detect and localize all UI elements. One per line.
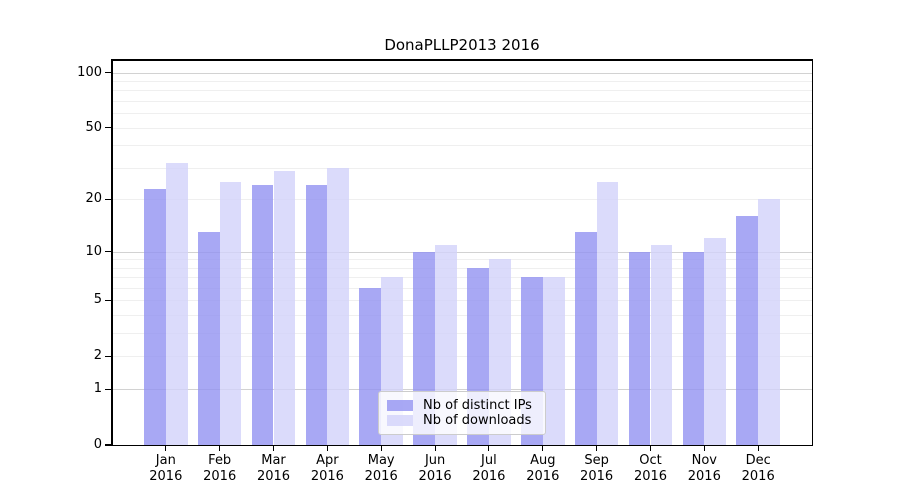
bar-downloads — [758, 199, 780, 445]
minor-gridline — [112, 300, 812, 302]
bar-distinct-ips — [682, 251, 705, 445]
x-tick-label: Mar 2016 — [256, 453, 291, 484]
x-tick-label: Jul 2016 — [472, 453, 506, 484]
x-tick-mark — [434, 446, 436, 451]
axis-spine-right — [811, 59, 813, 446]
x-tick-mark — [326, 446, 328, 451]
bar-downloads — [165, 162, 188, 445]
y-tick-label: 0 — [93, 437, 102, 452]
x-tick-mark — [165, 446, 167, 451]
x-tick-mark — [649, 446, 652, 451]
bar-distinct-ips — [574, 232, 597, 445]
bar-distinct-ips — [144, 188, 166, 445]
bar-downloads — [650, 244, 673, 445]
minor-gridline — [112, 145, 812, 147]
bar-distinct-ips — [251, 185, 274, 445]
y-tick-label: 1 — [93, 381, 102, 397]
legend-row-downloads: Nb of downloads — [387, 413, 537, 428]
plot-area: Nb of distinct IPs Nb of downloads — [111, 59, 813, 446]
y-tick-mark — [105, 299, 111, 301]
x-tick-label: Sep 2016 — [580, 453, 614, 484]
bar-downloads — [219, 182, 242, 445]
bar-distinct-ips — [197, 232, 220, 445]
chart-title: DonaPLLP2013 2016 — [384, 36, 540, 54]
y-tick-mark — [105, 444, 111, 446]
minor-gridline — [112, 259, 812, 261]
y-tick-mark — [105, 250, 111, 253]
x-tick-mark — [272, 446, 275, 451]
y-tick-mark — [105, 355, 111, 357]
legend-label-downloads: Nb of downloads — [423, 413, 532, 428]
x-tick-mark — [488, 446, 490, 451]
legend-row-distinct-ips: Nb of distinct IPs — [387, 398, 537, 413]
x-tick-label: Oct 2016 — [633, 453, 668, 484]
y-tick-mark — [105, 388, 111, 390]
y-tick-label: 50 — [85, 119, 102, 135]
y-tick-label: 2 — [93, 348, 102, 364]
y-tick-mark — [105, 198, 111, 200]
x-tick-mark — [380, 446, 382, 451]
minor-gridline — [112, 167, 812, 169]
x-tick-mark — [596, 446, 598, 451]
minor-gridline — [112, 101, 812, 102]
minor-gridline — [112, 333, 812, 335]
minor-gridline — [112, 113, 812, 115]
bar-distinct-ips — [305, 185, 328, 445]
x-tick-label: May 2016 — [364, 453, 398, 484]
legend: Nb of distinct IPs Nb of downloads — [378, 391, 546, 435]
x-tick-label: Aug 2016 — [526, 453, 560, 484]
axis-spine-bottom — [111, 444, 813, 446]
y-tick-label: 5 — [93, 292, 102, 308]
y-tick-label: 10 — [85, 243, 102, 259]
y-tick-label: 20 — [85, 191, 102, 207]
major-gridline — [112, 389, 812, 391]
x-tick-mark — [703, 446, 705, 451]
x-tick-mark — [542, 446, 544, 451]
bar-distinct-ips — [736, 216, 759, 445]
bar-distinct-ips — [628, 251, 651, 445]
bar-downloads — [327, 167, 350, 445]
major-gridline — [112, 251, 812, 253]
y-tick-label: 100 — [77, 64, 102, 80]
y-tick-mark — [105, 72, 111, 74]
bar-downloads — [542, 277, 565, 445]
bar-downloads — [273, 170, 296, 445]
x-tick-mark — [757, 446, 759, 451]
minor-gridline — [112, 267, 812, 269]
axis-spine-left — [111, 59, 113, 446]
x-tick-label: Feb 2016 — [203, 453, 237, 484]
x-tick-label: Apr 2016 — [310, 453, 344, 484]
minor-gridline — [112, 288, 812, 289]
minor-gridline — [112, 81, 812, 82]
x-tick-label: Jun 2016 — [418, 453, 452, 484]
bar-distinct-ips — [359, 288, 382, 445]
legend-label-distinct-ips: Nb of distinct IPs — [423, 398, 532, 413]
legend-swatch-downloads — [387, 415, 413, 426]
minor-gridline — [112, 277, 812, 279]
minor-gridline — [112, 90, 812, 92]
minor-gridline — [112, 315, 812, 317]
bar-downloads — [596, 182, 619, 445]
x-tick-mark — [219, 446, 221, 451]
legend-swatch-distinct-ips — [387, 400, 413, 411]
x-tick-label: Dec 2016 — [741, 453, 775, 484]
bar-downloads — [704, 238, 727, 445]
minor-gridline — [112, 356, 812, 358]
x-tick-label: Jan 2016 — [149, 453, 183, 484]
major-gridline — [112, 72, 812, 74]
minor-gridline — [112, 199, 812, 201]
minor-gridline — [112, 127, 812, 129]
y-tick-mark — [105, 127, 111, 129]
axis-spine-top — [111, 59, 813, 61]
x-tick-label: Nov 2016 — [687, 453, 721, 484]
